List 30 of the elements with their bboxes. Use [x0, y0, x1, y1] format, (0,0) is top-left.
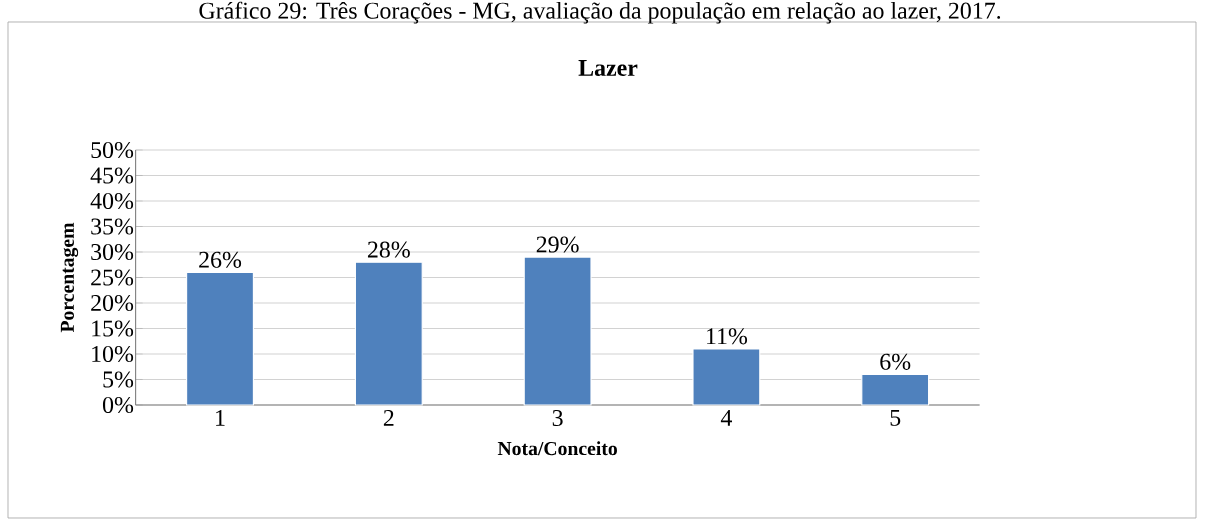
bar: [354, 261, 423, 406]
y-axis-title: Porcentagem: [60, 222, 79, 333]
x-tick-label: 3: [552, 409, 563, 427]
bar: [186, 271, 254, 406]
bar: [523, 256, 592, 406]
y-tick-label: 25%: [91, 269, 134, 286]
text: Gráfico 29: Três Corações - MG, avaliação da população em relação ao lazer, 2017.: [199, 1, 1001, 24]
y-tick-label: 45%: [90, 167, 134, 184]
bar: [692, 348, 761, 406]
y-tick-label: 40%: [90, 192, 134, 210]
y-tick-label: 20%: [91, 294, 134, 312]
y-tick-label: 30%: [91, 243, 134, 261]
bar: [861, 373, 930, 406]
y-tick-label: 15%: [92, 320, 134, 337]
x-tick-label: 1: [216, 409, 225, 426]
data-label: 26%: [199, 251, 242, 268]
data-label: 29%: [536, 236, 579, 253]
x-tick-label: 2: [383, 409, 394, 426]
y-tick-label: 5%: [103, 371, 134, 388]
data-label: 28%: [367, 241, 410, 258]
data-label: 11%: [707, 328, 748, 345]
x-tick-label: 5: [890, 409, 901, 426]
y-tick-label: 35%: [91, 218, 134, 235]
y-tick-label: 50%: [91, 141, 134, 159]
y-tick-label: 0%: [102, 396, 134, 414]
data-label: 6%: [880, 353, 911, 370]
x-axis-title: Nota/Conceito: [497, 441, 617, 456]
x-tick-label: 4: [720, 409, 732, 426]
y-tick-label: 10%: [92, 345, 134, 363]
chart-title: Lazer: [578, 60, 638, 76]
